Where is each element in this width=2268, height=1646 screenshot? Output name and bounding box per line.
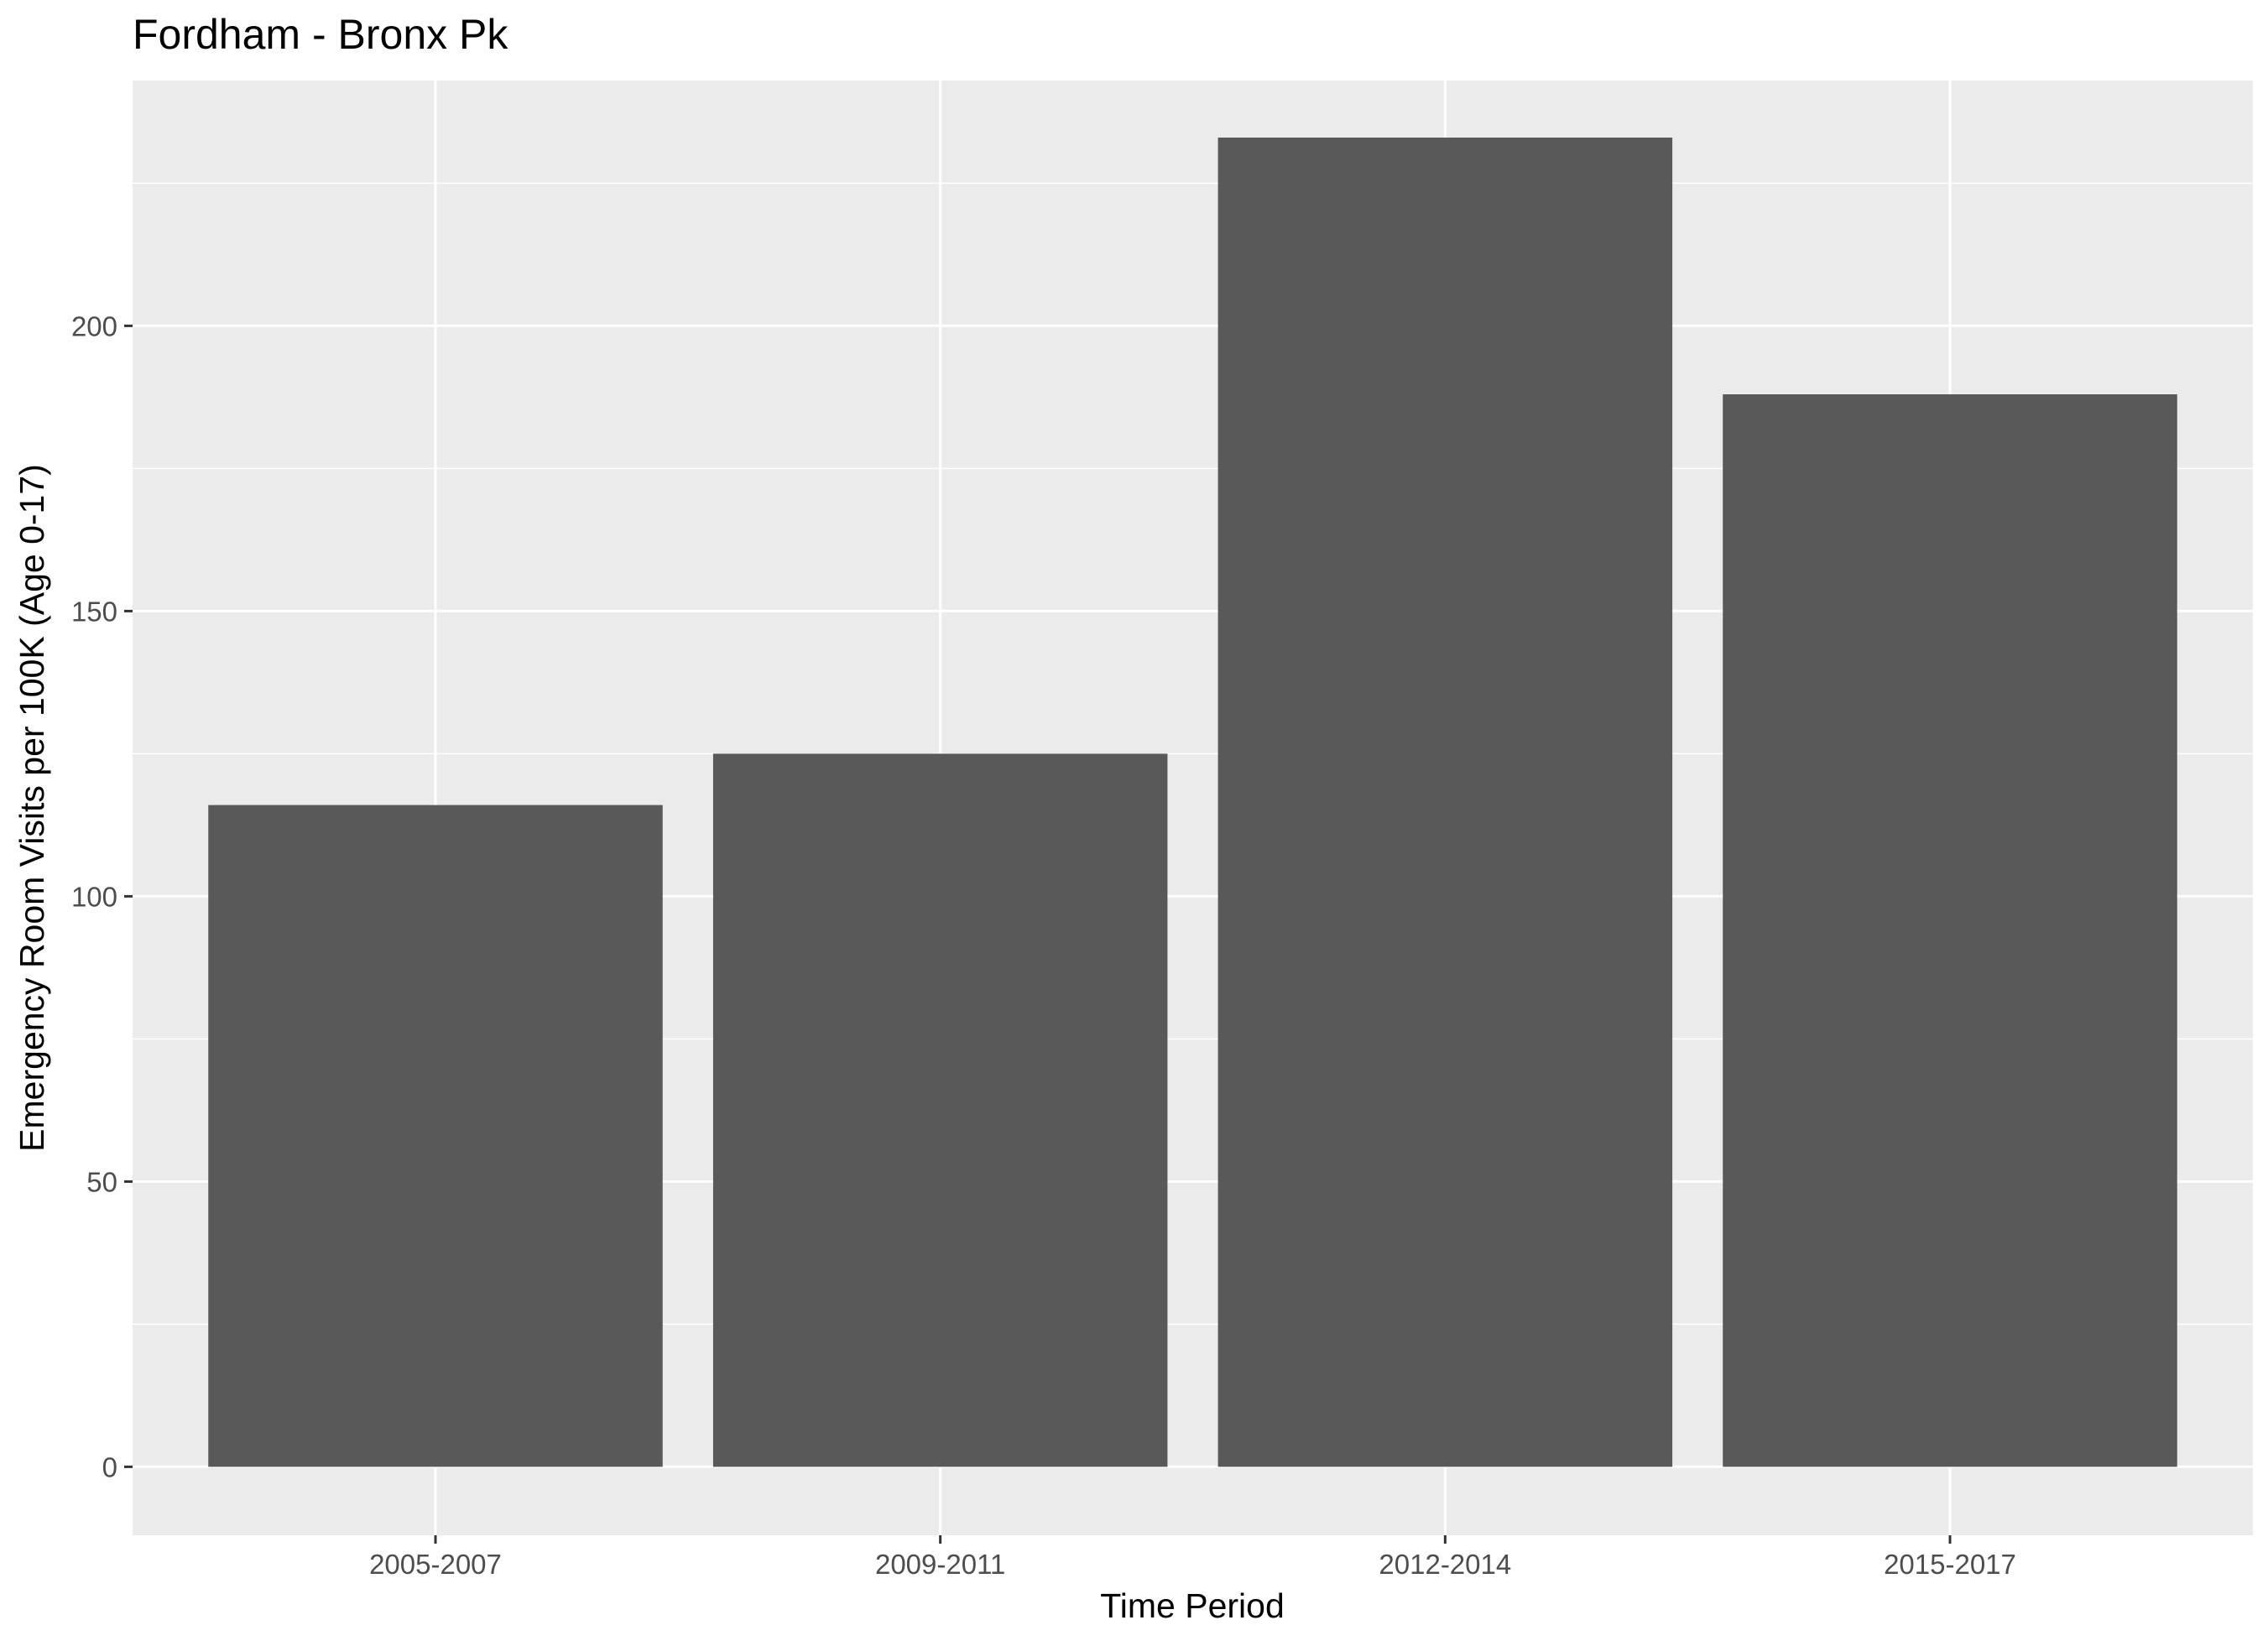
- bar-2015-2017: [1723, 394, 2177, 1467]
- y-tick-label: 200: [71, 310, 117, 341]
- x-tick-label: 2009-2011: [875, 1549, 1005, 1580]
- y-tick-label: 50: [86, 1166, 117, 1197]
- y-tick-label: 100: [71, 881, 117, 912]
- x-tick-label: 2015-2017: [1884, 1549, 2016, 1580]
- bar-2012-2014: [1217, 138, 1673, 1467]
- y-axis: 0 50 100 150 200: [71, 310, 133, 1482]
- bar-2009-2011: [712, 753, 1168, 1467]
- y-axis-title: Emergency Room Visits per 100K (Age 0-17…: [13, 464, 51, 1152]
- chart-title: Fordham - Bronx Pk: [133, 11, 508, 58]
- x-axis-title: Time Period: [1100, 1586, 1285, 1625]
- y-tick-label: 0: [102, 1451, 117, 1482]
- bars: [208, 138, 2177, 1467]
- x-tick-label: 2005-2007: [369, 1549, 502, 1580]
- y-tick-label: 150: [71, 596, 117, 627]
- x-axis: 2005-2007 2009-2011 2012-2014 2015-2017: [369, 1535, 2016, 1580]
- bar-2005-2007: [208, 805, 663, 1467]
- x-tick-label: 2012-2014: [1379, 1549, 1511, 1580]
